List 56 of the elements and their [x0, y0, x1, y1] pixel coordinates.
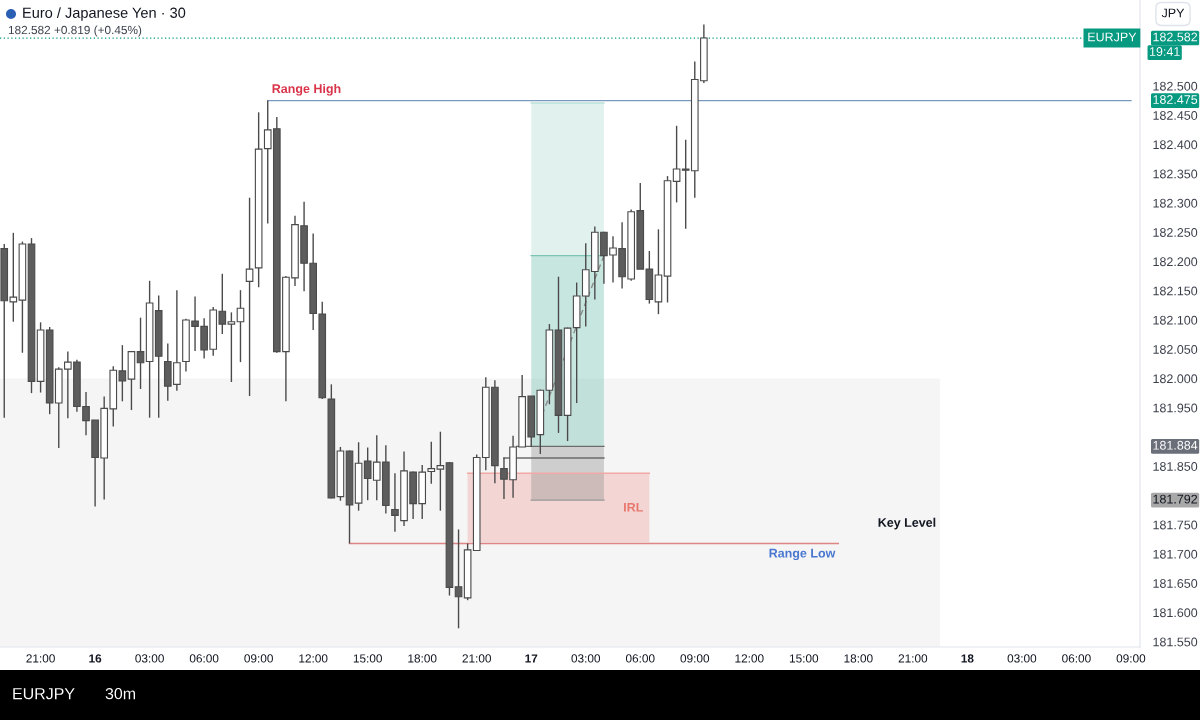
y-tick-label: 182.100: [1153, 315, 1198, 325]
text: 30m: [105, 687, 136, 700]
y-tick-label: 181.550: [1153, 637, 1198, 647]
x-tick-label: 03:00: [1007, 654, 1037, 663]
x-tick-label: 16: [89, 654, 102, 663]
x-tick-label: 17: [525, 654, 538, 663]
y-tick-label: 181.884: [1153, 440, 1198, 450]
x-tick-label: 18:00: [408, 654, 437, 663]
text: 182.582 +0.819 (+0.45%): [8, 25, 142, 37]
y-tick-label: 182.250: [1153, 228, 1198, 237]
y-tick-label: 182.582: [1153, 32, 1198, 42]
x-tick-label: 06:00: [625, 654, 655, 663]
x-tick-label: 18:00: [844, 654, 873, 663]
y-tick-label: 182.450: [1153, 111, 1198, 120]
y-tick-label: 181.950: [1153, 403, 1198, 413]
y-tick-label: 181.750: [1153, 520, 1198, 530]
chart-title: Euro / Japanese Yen · 30: [23, 7, 186, 21]
y-tick-label: 182.350: [1153, 169, 1198, 179]
x-tick-label: 21:00: [26, 654, 55, 663]
x-tick-label: 03:00: [135, 654, 164, 663]
x-tick-label: 06:00: [189, 654, 219, 663]
annotation: Range High: [272, 83, 341, 96]
y-tick-label: 182.400: [1153, 140, 1198, 150]
x-tick-label: 06:00: [1062, 654, 1091, 663]
candlestick: [136, 316, 145, 390]
text: 19:41: [1149, 47, 1180, 56]
ref-line-label: EURJPY: [1088, 32, 1137, 42]
y-tick-label: 181.600: [1153, 608, 1198, 618]
y-tick-label: 181.650: [1153, 579, 1198, 588]
x-tick-label: 12:00: [299, 654, 328, 663]
x-tick-label: 09:00: [680, 654, 710, 663]
x-tick-label: 15:00: [789, 654, 819, 663]
annotation: Range Low: [769, 548, 836, 561]
y-tick-label: 182.150: [1153, 286, 1198, 296]
x-tick-label: 09:00: [1116, 654, 1146, 663]
y-tick-label: 182.500: [1153, 81, 1198, 91]
y-tick-label: 182.475: [1153, 95, 1198, 104]
x-tick-label: 03:00: [571, 654, 601, 663]
text: EURJPY: [13, 688, 75, 700]
y-axis-title: JPY: [1161, 8, 1185, 18]
x-tick-label: 12:00: [735, 654, 764, 663]
x-tick-label: 15:00: [353, 654, 382, 663]
candlestick: [454, 528, 463, 629]
y-tick-label: 182.000: [1153, 374, 1198, 384]
y-tick-label: 181.792: [1153, 494, 1198, 504]
y-tick-label: 182.200: [1153, 257, 1198, 267]
y-tick-label: 182.300: [1153, 198, 1198, 208]
x-tick-label: 21:00: [462, 654, 492, 663]
y-tick-label: 181.850: [1153, 462, 1198, 471]
x-tick-label: 09:00: [244, 654, 273, 663]
y-tick-label: 182.050: [1153, 345, 1198, 354]
x-tick-label: 18: [961, 654, 974, 663]
y-tick-label: 181.700: [1153, 549, 1198, 559]
x-tick-label: 21:00: [898, 654, 928, 663]
annotation: Key Level: [878, 517, 936, 530]
annotation: IRL: [624, 502, 643, 512]
